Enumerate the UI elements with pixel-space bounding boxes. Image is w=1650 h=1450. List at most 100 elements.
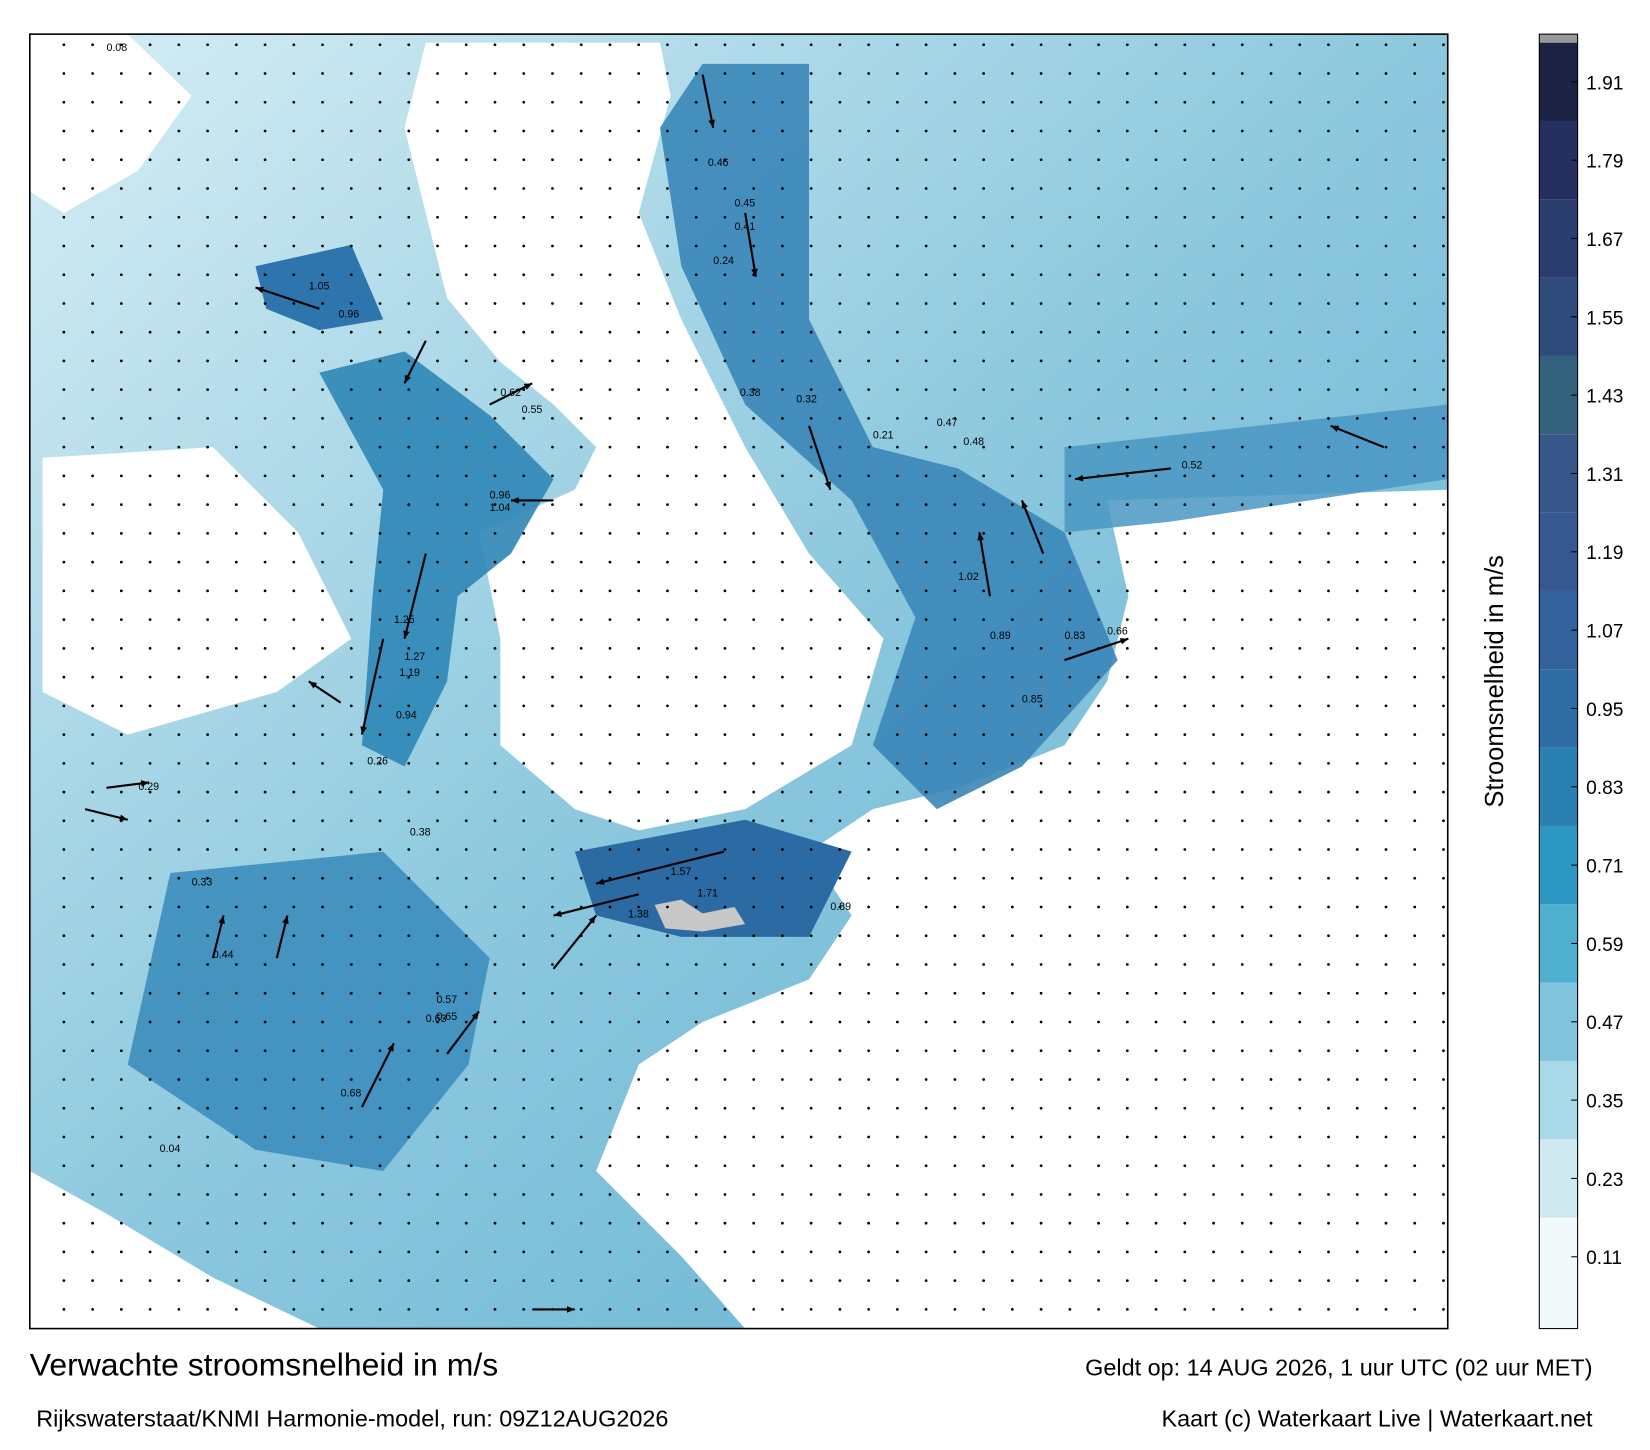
vector-dot	[982, 1106, 985, 1110]
speed-labels: 1.050.960.550.621.040.961.251.271.190.94…	[106, 42, 1202, 1155]
vector-dot	[522, 302, 526, 305]
vector-dot	[1212, 733, 1215, 736]
vector-dot	[436, 991, 439, 995]
vector-dot	[436, 560, 439, 564]
vector-dot	[148, 905, 152, 909]
vector-dot	[1212, 474, 1215, 478]
vector-dot	[234, 1164, 238, 1168]
vector-dot	[292, 302, 296, 305]
vector-dot	[666, 1049, 669, 1053]
vector-dot	[119, 532, 123, 535]
vector-dot	[1240, 474, 1244, 478]
vector-dot	[464, 129, 468, 133]
vector-dot	[1240, 761, 1244, 765]
vector-dot	[464, 733, 468, 736]
vector-dot	[91, 43, 94, 47]
vector-dot	[1355, 733, 1359, 736]
vector-dot	[666, 1279, 669, 1283]
vector-dot	[263, 1221, 267, 1225]
vector-dot	[1039, 1078, 1043, 1081]
vector-dot	[982, 244, 985, 248]
vector-dot	[867, 474, 871, 478]
vector-dot	[1240, 675, 1244, 679]
vector-dot	[896, 215, 899, 219]
vector-dot	[1097, 100, 1100, 104]
vector-dot	[1039, 503, 1043, 507]
vector-dot	[781, 532, 784, 535]
vector-dot	[1327, 129, 1330, 133]
vector-dot	[551, 43, 554, 47]
vector-dot	[1384, 100, 1388, 104]
vector-dot	[148, 215, 152, 219]
vector-dot	[723, 905, 727, 909]
vector-dot	[752, 417, 756, 420]
vector-dot	[867, 963, 871, 966]
vector-dot	[522, 1250, 526, 1254]
vector-dot	[953, 848, 957, 851]
vector-dot	[177, 417, 181, 420]
vector-dot	[1010, 532, 1014, 535]
vector-dot	[752, 733, 756, 736]
vector-dot	[1125, 1279, 1129, 1283]
vector-dot	[867, 215, 871, 219]
vector-dot	[464, 646, 468, 650]
vector-dot	[263, 503, 267, 507]
vector-dot	[781, 963, 784, 966]
vector-dot	[464, 934, 468, 938]
vector-dot	[62, 934, 66, 938]
vector-dot	[1010, 72, 1014, 75]
vector-dot	[1355, 560, 1359, 564]
vector-dot	[1010, 1106, 1014, 1110]
vector-dot	[148, 1106, 152, 1110]
vector-dot	[378, 1078, 382, 1081]
vector-dot	[579, 848, 583, 851]
vector-dot	[896, 1049, 899, 1053]
vector-dot	[838, 330, 842, 334]
vector-dot	[91, 1078, 94, 1081]
vector-dot	[148, 532, 152, 535]
vector-dot	[637, 704, 641, 708]
vector-dot	[1442, 618, 1445, 621]
vector-dot	[666, 790, 669, 794]
vector-dot	[608, 388, 612, 392]
vector-dot	[1010, 1279, 1014, 1283]
vector-dot	[551, 934, 554, 938]
vector-dot	[378, 359, 382, 363]
vector-dot	[349, 848, 353, 851]
vector-dot	[1413, 215, 1417, 219]
colorbar-tick-label: 1.91	[1586, 73, 1623, 94]
vector-dot	[1240, 876, 1244, 880]
vector-dot	[579, 963, 583, 966]
vector-dot	[263, 244, 267, 248]
vector-dot	[867, 876, 871, 880]
vector-dot	[752, 244, 756, 248]
vector-dot	[809, 618, 813, 621]
current-arrow	[360, 638, 385, 735]
vector-dot	[1355, 876, 1359, 880]
vector-dot	[1010, 1308, 1014, 1311]
vector-dot	[982, 963, 985, 966]
vector-dot	[177, 72, 181, 75]
channel	[255, 244, 384, 331]
vector-dot	[781, 445, 784, 449]
vector-dot	[263, 876, 267, 880]
vector-dot	[637, 273, 641, 277]
vector-dot	[119, 43, 123, 47]
vector-dot	[91, 905, 94, 909]
vector-dot	[522, 618, 526, 621]
vector-dot	[234, 1308, 238, 1311]
vector-dot	[91, 618, 94, 621]
vector-dot	[119, 215, 123, 219]
vector-dot	[1384, 733, 1388, 736]
vector-dot	[781, 129, 784, 133]
vector-dot	[953, 1279, 957, 1283]
vector-dot	[1039, 129, 1043, 133]
current-arrow	[701, 74, 715, 129]
vector-dot	[1212, 560, 1215, 564]
vector-dot	[1125, 187, 1129, 190]
vector-dot	[982, 503, 985, 507]
vector-dot	[838, 704, 842, 708]
vector-dot	[896, 72, 899, 75]
vector-dot	[378, 991, 382, 995]
vector-dot	[378, 129, 382, 133]
